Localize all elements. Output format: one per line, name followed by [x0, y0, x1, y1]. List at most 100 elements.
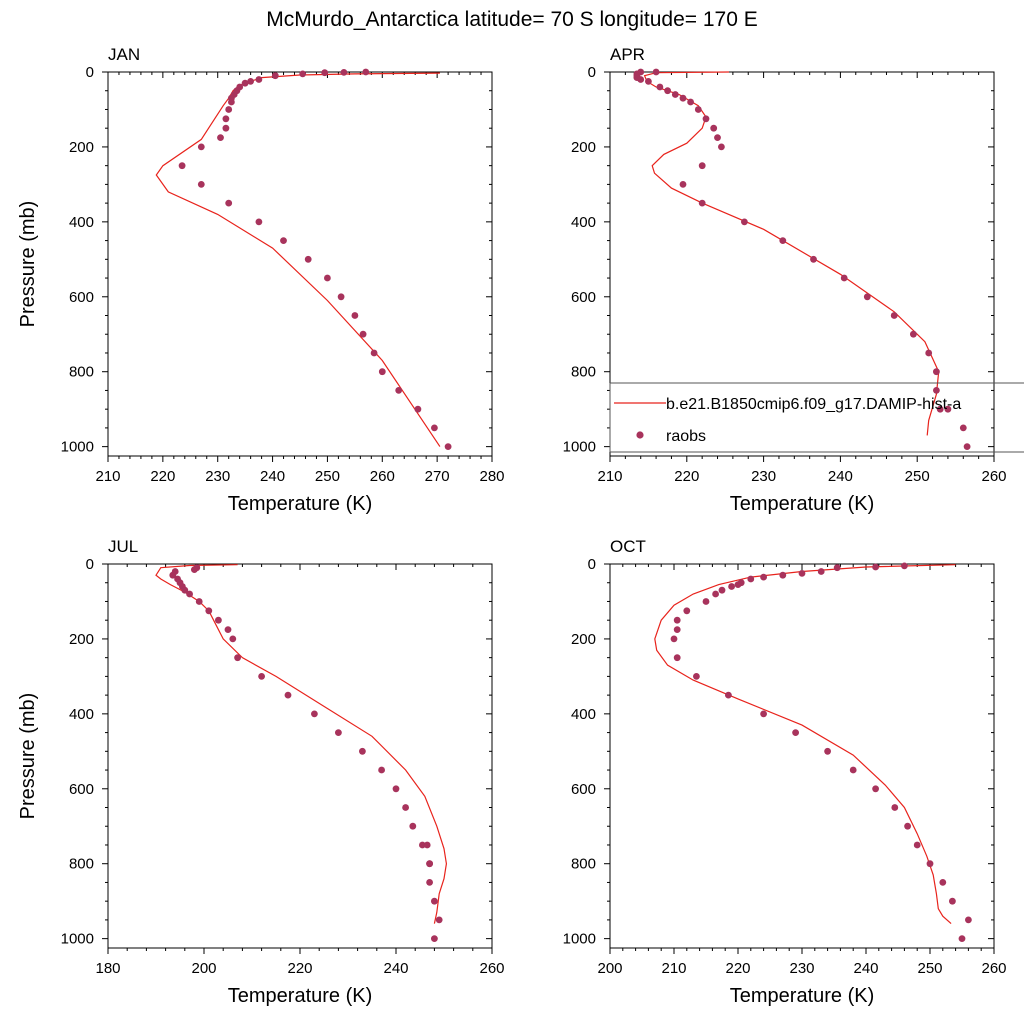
raobs-point [169, 571, 177, 579]
y-tick-label: 1000 [61, 439, 94, 456]
y-tick-label: 1000 [563, 931, 596, 948]
raobs-point [679, 181, 687, 188]
raobs-point [734, 581, 742, 588]
y-axis-label: Pressure (mb) [17, 693, 39, 820]
raobs-point [255, 218, 263, 226]
raobs-point [760, 573, 767, 581]
raobs-point [359, 747, 366, 755]
raobs-point [728, 583, 735, 590]
raobs-point [872, 785, 879, 793]
raobs-point [963, 443, 971, 450]
raobs-point [191, 566, 198, 573]
raobs-point [304, 255, 312, 263]
x-tick-label: 270 [425, 468, 450, 485]
raobs-point [714, 134, 721, 142]
y-tick-label: 600 [571, 289, 596, 306]
raobs-point [234, 654, 242, 662]
raobs-point [247, 78, 255, 85]
raobs-point [228, 98, 235, 106]
x-tick-label: 240 [828, 468, 853, 485]
raobs-point [936, 405, 944, 413]
panel-oct: OCT 200 210 220 230 240 250 260 0 200 400 600 800 100… [563, 537, 1007, 1007]
model-profile-line [654, 564, 956, 925]
raobs-point [891, 804, 899, 811]
raobs-point [435, 916, 443, 924]
x-tick-label: 250 [905, 468, 930, 485]
raobs-point [229, 635, 237, 643]
raobs-point [225, 106, 233, 113]
raobs-point [215, 616, 222, 624]
raobs-point [426, 860, 433, 868]
y-tick-label: 200 [571, 139, 596, 156]
y-tick-label: 1000 [61, 931, 94, 948]
raobs-point [362, 68, 370, 76]
raobs-point [195, 598, 203, 605]
y-tick-label: 600 [571, 781, 596, 798]
raobs-point [926, 860, 934, 868]
raobs-point [671, 91, 679, 98]
y-tick-label: 800 [571, 856, 596, 873]
plot-frame [107, 563, 493, 949]
x-tick-label: 260 [981, 960, 1006, 977]
raobs-point [747, 575, 755, 583]
x-tick-label: 250 [315, 468, 340, 485]
raobs-point [395, 387, 403, 394]
y-tick-label: 600 [69, 289, 94, 306]
y-tick-label: 800 [69, 364, 94, 381]
raobs-point [258, 673, 265, 680]
panel-title: JAN [108, 45, 140, 64]
y-tick-label: 200 [69, 139, 94, 156]
raobs-point [872, 563, 879, 571]
y-tick-label: 800 [571, 364, 596, 381]
x-axis-label: Temperature (K) [228, 985, 373, 1007]
raobs-point [321, 69, 329, 77]
raobs-point [698, 162, 706, 170]
legend-raobs-swatch [636, 431, 644, 439]
x-tick-label: 230 [205, 468, 230, 485]
x-tick-label: 200 [191, 960, 216, 977]
x-tick-label: 210 [95, 468, 120, 485]
raobs-point [224, 626, 232, 633]
x-tick-label: 220 [674, 468, 699, 485]
panels: JAN 210 220 230 240 250 260 270 280 0 200 400 600 800… [17, 45, 1024, 1007]
raobs-point [702, 598, 710, 605]
panel-title: JUL [108, 537, 138, 556]
raobs-point [241, 79, 249, 87]
panel-title: APR [610, 45, 645, 64]
x-axis-label: Temperature (K) [228, 493, 373, 515]
raobs-point [337, 293, 345, 301]
x-tick-label: 260 [479, 960, 504, 977]
raobs-point [965, 916, 972, 924]
raobs-point [840, 274, 848, 282]
raobs-point [798, 570, 806, 577]
panel-jul: JUL 180 200 220 240 260 0 200 400 600 800 1000 Tempe… [17, 537, 505, 1007]
raobs-point [810, 255, 817, 263]
raobs-point [904, 822, 911, 830]
raobs-point [378, 766, 385, 774]
raobs-point [181, 586, 189, 594]
raobs-point [217, 134, 224, 142]
raobs-point [392, 785, 400, 793]
raobs-point [718, 143, 725, 151]
raobs-point [741, 218, 748, 226]
raobs-point [673, 626, 681, 633]
raobs-point [939, 879, 947, 886]
raobs-point [637, 76, 645, 83]
raobs-point [925, 349, 933, 357]
raobs-point [664, 87, 671, 95]
y-tick-label: 0 [588, 64, 596, 81]
raobs-point [694, 106, 702, 113]
x-tick-label: 220 [287, 960, 312, 977]
raobs-point [311, 710, 318, 718]
y-tick-label: 600 [69, 781, 94, 798]
raobs-point [222, 115, 230, 123]
raobs-point [933, 368, 940, 376]
raobs-point [673, 616, 681, 624]
raobs-point [359, 330, 367, 338]
raobs-point [645, 78, 652, 85]
y-tick-label: 0 [86, 556, 94, 573]
raobs-point [423, 841, 431, 849]
raobs-point [431, 935, 438, 942]
x-tick-label: 240 [260, 468, 285, 485]
